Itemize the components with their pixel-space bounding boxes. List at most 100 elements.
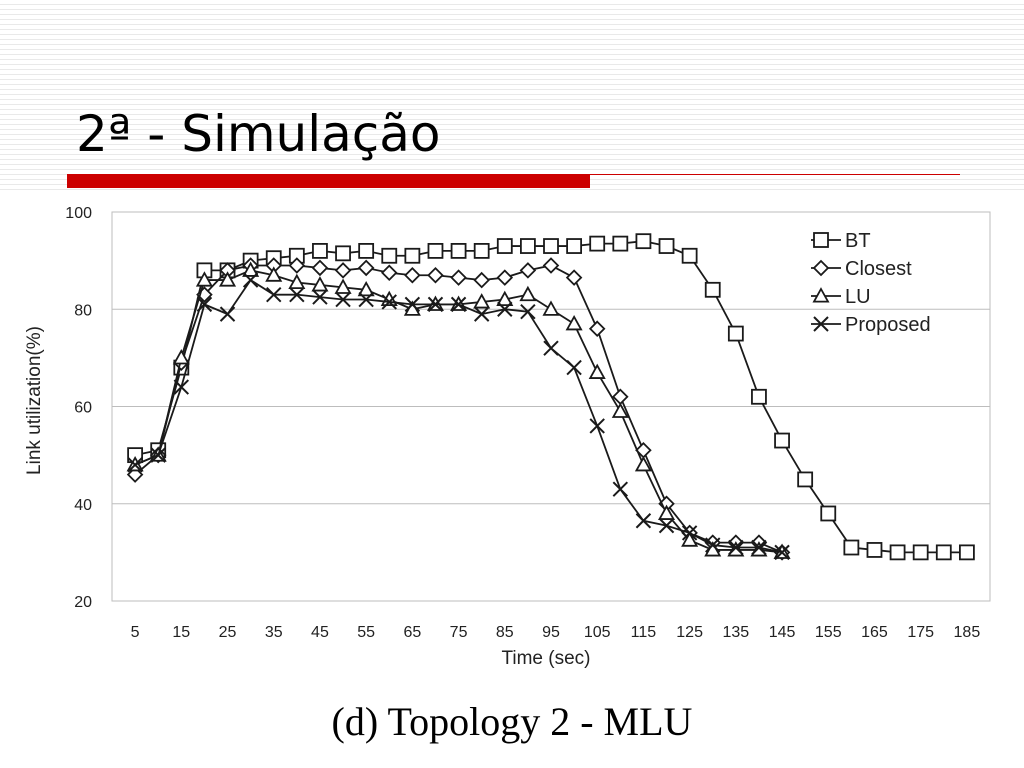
legend-label-proposed: Proposed	[845, 314, 931, 336]
x-tick-label: 5	[131, 624, 140, 641]
y-tick-label: 20	[74, 594, 92, 611]
data-point-bt	[358, 243, 375, 259]
data-point-bt	[843, 539, 860, 556]
data-point-proposed	[635, 513, 652, 529]
x-tick-label: 15	[172, 624, 190, 641]
slide-title: 2ª - Simulação	[76, 105, 441, 163]
legend-label-bt: BT	[845, 230, 871, 252]
data-point-proposed	[705, 537, 721, 553]
x-tick-label: 105	[584, 624, 611, 641]
legend-label-closest: Closest	[845, 258, 912, 280]
data-point-proposed	[658, 517, 675, 534]
data-point-lu	[357, 280, 375, 297]
data-point-bt	[681, 247, 698, 264]
data-point-lu	[242, 261, 260, 277]
data-point-bt	[519, 238, 536, 254]
data-point-proposed	[520, 303, 536, 320]
data-point-bt	[820, 505, 837, 522]
data-point-bt	[751, 388, 767, 405]
data-point-proposed	[774, 544, 790, 561]
x-tick-label: 165	[861, 624, 888, 641]
header-stripes	[0, 0, 1024, 190]
data-point-proposed	[543, 340, 559, 356]
data-point-bt	[935, 544, 952, 561]
data-point-lu	[288, 273, 306, 290]
data-point-bt	[404, 247, 421, 264]
data-point-proposed	[612, 481, 629, 497]
x-tick-label: 85	[496, 624, 514, 641]
data-point-closest	[311, 259, 329, 277]
legend-marker-proposed	[813, 316, 829, 332]
data-point-closest	[473, 271, 490, 289]
x-tick-label: 175	[907, 624, 934, 641]
data-point-bt	[612, 235, 629, 252]
data-point-lu	[634, 455, 652, 472]
data-point-bt	[312, 243, 328, 259]
y-tick-label: 80	[74, 302, 92, 319]
title-underline-thin	[590, 174, 960, 175]
figure-caption: (d) Topology 2 - MLU	[331, 699, 693, 744]
data-point-lu	[218, 271, 237, 287]
data-point-bt	[958, 544, 975, 561]
data-point-bt	[704, 281, 721, 298]
data-point-closest	[542, 257, 560, 274]
data-point-closest	[334, 262, 352, 279]
data-point-bt	[589, 235, 606, 252]
data-point-bt	[450, 243, 467, 259]
legend-marker-bt	[813, 232, 829, 248]
data-point-bt	[566, 238, 583, 254]
legend-label-lu: LU	[845, 286, 871, 308]
x-tick-label: 185	[954, 624, 981, 641]
data-point-closest	[427, 266, 444, 284]
data-point-bt	[658, 238, 675, 254]
data-point-closest	[450, 269, 467, 286]
legend-marker-lu	[812, 287, 830, 303]
data-point-closest	[519, 262, 537, 279]
data-point-proposed	[450, 296, 467, 313]
data-point-lu	[311, 276, 329, 292]
data-point-bt	[797, 471, 814, 488]
x-tick-label: 45	[311, 624, 329, 641]
series-line-lu	[134, 269, 783, 554]
data-point-bt	[381, 247, 398, 264]
data-point-proposed	[381, 294, 397, 310]
x-tick-label: 35	[265, 624, 283, 641]
data-point-lu	[334, 278, 352, 294]
data-point-proposed	[150, 447, 166, 463]
data-point-proposed	[728, 539, 744, 556]
data-point-proposed	[173, 379, 190, 395]
data-point-bt	[543, 238, 559, 254]
y-axis-label: Link utilization(%)	[24, 326, 45, 475]
link-utilization-chart: 20 40 60 80 100 5 15 25 35 45 55 65 75 85 95 105 115 125 1…	[24, 205, 991, 669]
data-point-closest	[565, 269, 583, 286]
data-point-closest	[288, 257, 306, 274]
data-point-lu	[265, 266, 283, 282]
data-point-bt	[866, 542, 883, 558]
data-point-bt	[335, 245, 351, 262]
data-point-lu	[519, 285, 537, 302]
data-point-lu	[611, 402, 629, 418]
data-point-proposed	[242, 272, 259, 288]
data-point-bt	[889, 544, 906, 561]
data-point-bt	[912, 544, 929, 561]
data-point-proposed	[335, 291, 351, 308]
x-tick-label: 25	[219, 624, 237, 641]
data-point-bt	[473, 243, 490, 259]
data-point-proposed	[358, 291, 374, 308]
series-line-bt	[134, 240, 967, 554]
x-tick-label: 145	[769, 624, 796, 641]
data-point-lu	[588, 363, 606, 379]
x-tick-label: 115	[631, 624, 657, 641]
data-point-proposed	[219, 306, 236, 322]
data-point-proposed	[427, 296, 444, 313]
data-point-bt	[635, 233, 652, 250]
x-tick-label: 125	[676, 624, 703, 641]
data-point-lu	[496, 290, 514, 307]
data-point-lu	[681, 531, 699, 547]
legend-marker-closest	[812, 259, 830, 277]
y-tick-label: 40	[74, 497, 92, 514]
data-point-proposed	[312, 289, 328, 305]
data-point-closest	[496, 269, 514, 286]
x-tick-label: 95	[542, 624, 560, 641]
data-point-closest	[588, 320, 606, 337]
